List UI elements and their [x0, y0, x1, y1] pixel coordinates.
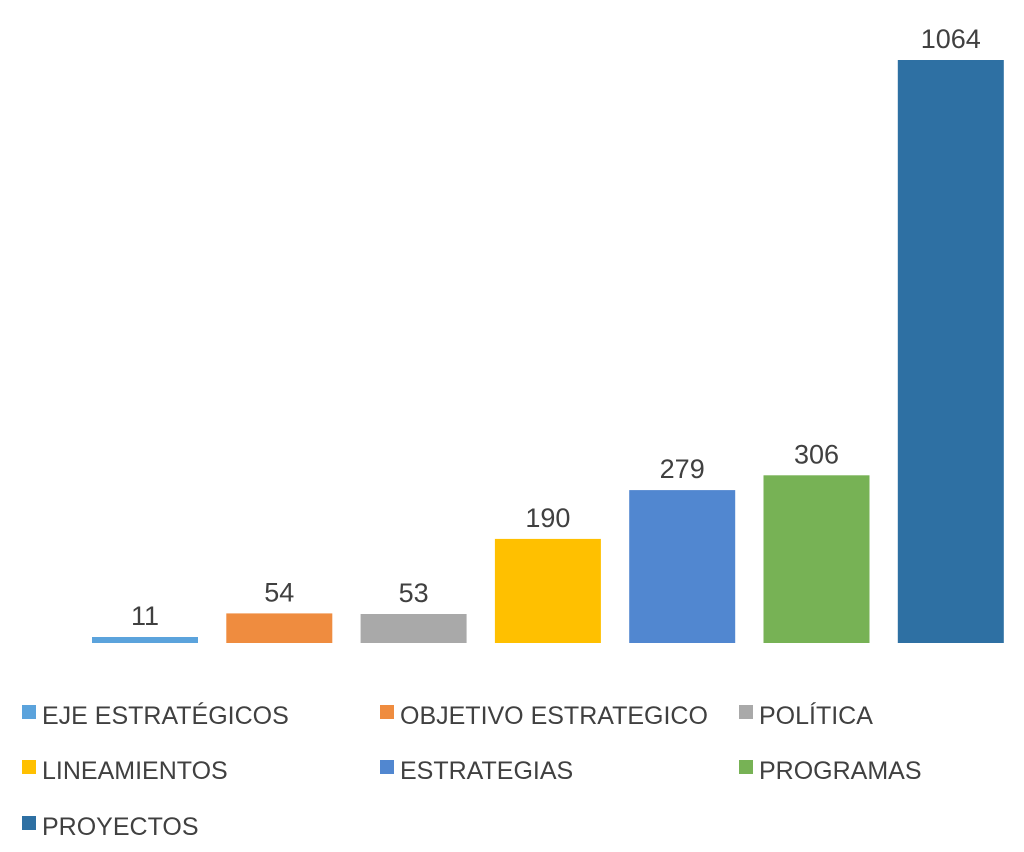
bar-lineamientos: [494, 538, 601, 643]
legend-label-lineamientos: LINEAMIENTOS: [42, 757, 228, 785]
bar-objetivo-estrategico: [226, 613, 333, 643]
legend-swatch-objetivo-estrategico: [380, 705, 394, 719]
bar-politica: [360, 614, 467, 643]
data-label-estrategias: 279: [660, 454, 705, 484]
legend-swatch-programas: [739, 760, 753, 774]
legend-label-programas: PROGRAMAS: [759, 757, 922, 785]
data-label-lineamientos: 190: [525, 503, 570, 533]
bar-eje-estrategicos: [92, 637, 198, 643]
legend-swatch-eje-estrategicos: [22, 705, 36, 719]
bar-estrategias: [629, 490, 736, 643]
legend-swatch-politica: [739, 705, 753, 719]
bar-programas: [763, 475, 870, 643]
data-label-politica: 53: [399, 578, 429, 608]
legend-item-objetivo-estrategico: OBJETIVO ESTRATEGICO: [380, 702, 708, 730]
legend-label-objetivo-estrategico: OBJETIVO ESTRATEGICO: [400, 702, 708, 730]
legend-label-eje-estrategicos: EJE ESTRATÉGICOS: [42, 701, 289, 730]
legend-item-proyectos: PROYECTOS: [22, 813, 199, 841]
data-label-programas: 306: [794, 439, 839, 469]
legend-item-lineamientos: LINEAMIENTOS: [22, 757, 228, 785]
legend-label-estrategias: ESTRATEGIAS: [400, 757, 573, 785]
data-label-eje-estrategicos: 11: [131, 601, 159, 631]
legend-item-eje-estrategicos: EJE ESTRATÉGICOS: [22, 701, 289, 730]
legend-label-proyectos: PROYECTOS: [42, 813, 199, 841]
data-label-proyectos: 1064: [921, 24, 981, 54]
bar-proyectos: [897, 60, 1004, 643]
bars-group: [92, 60, 1004, 643]
legend: EJE ESTRATÉGICOS OBJETIVO ESTRATEGICO POLÍ…: [22, 701, 922, 841]
legend-swatch-lineamientos: [22, 760, 36, 774]
legend-item-politica: POLÍTICA: [739, 701, 873, 730]
legend-item-estrategias: ESTRATEGIAS: [380, 757, 573, 785]
legend-label-politica: POLÍTICA: [759, 701, 873, 730]
data-labels-group: 11 54 53 190 279 306 1064: [131, 24, 981, 631]
legend-swatch-estrategias: [380, 760, 394, 774]
legend-item-programas: PROGRAMAS: [739, 757, 922, 785]
legend-swatch-proyectos: [22, 816, 36, 830]
data-label-objetivo-estrategico: 54: [264, 577, 294, 607]
